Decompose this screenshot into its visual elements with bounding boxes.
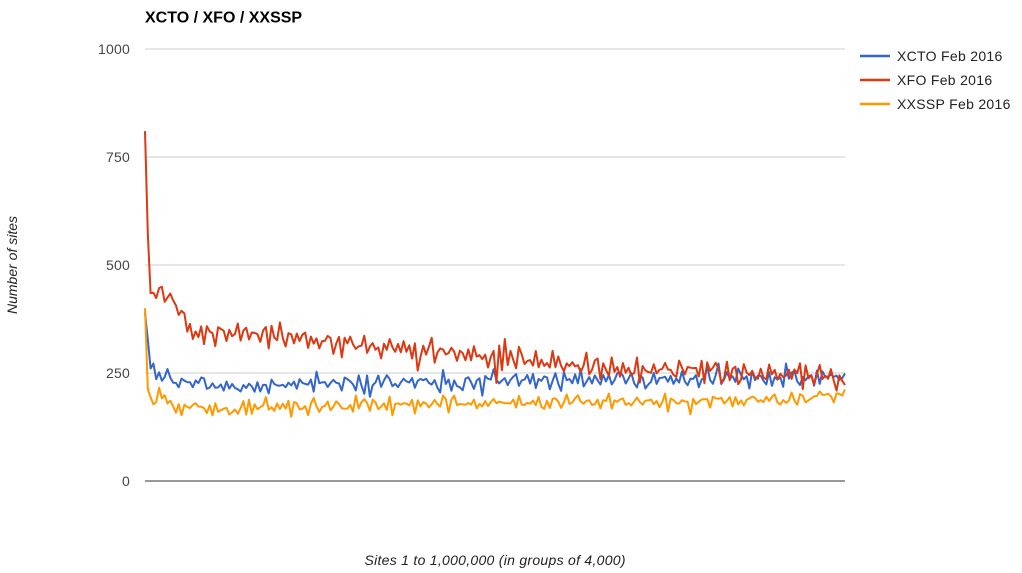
svg-text:XFO Feb 2016: XFO Feb 2016 bbox=[897, 72, 992, 88]
svg-text:1000: 1000 bbox=[98, 41, 130, 57]
svg-text:250: 250 bbox=[106, 365, 130, 381]
svg-text:Number of sites: Number of sites bbox=[4, 216, 20, 314]
svg-text:0: 0 bbox=[122, 473, 130, 489]
svg-text:500: 500 bbox=[106, 257, 130, 273]
svg-text:XCTO Feb 2016: XCTO Feb 2016 bbox=[897, 48, 1003, 64]
svg-text:750: 750 bbox=[106, 149, 130, 165]
svg-text:XXSSP Feb 2016: XXSSP Feb 2016 bbox=[897, 96, 1011, 112]
svg-text:Sites 1 to 1,000,000 (in group: Sites 1 to 1,000,000 (in groups of 4,000… bbox=[365, 552, 626, 568]
svg-text:XCTO / XFO / XXSSP: XCTO / XFO / XXSSP bbox=[145, 10, 302, 27]
